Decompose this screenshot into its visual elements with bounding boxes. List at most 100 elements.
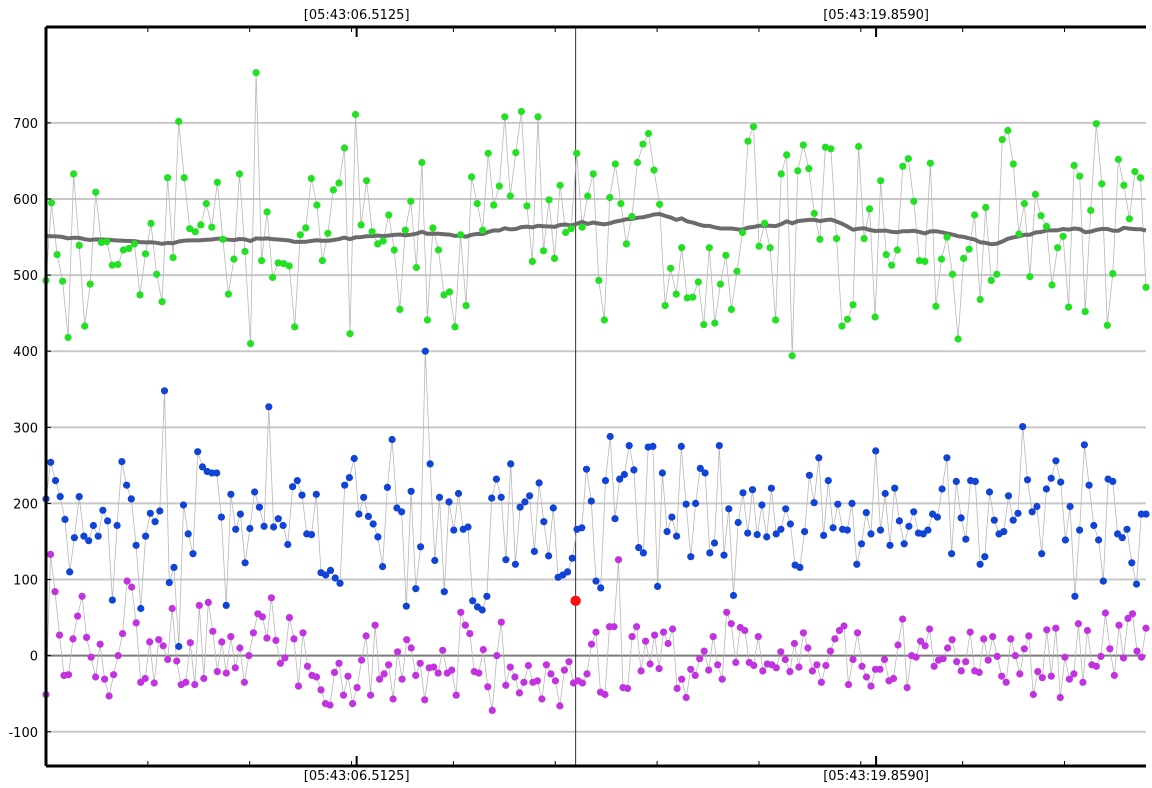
series-blue-point-50 — [279, 521, 287, 530]
series-blue-point-68 — [364, 512, 372, 521]
series-green-point-183 — [1054, 244, 1062, 252]
series-green-point-86 — [517, 107, 526, 116]
series-blue-point-98 — [507, 460, 515, 468]
series-purple-point-53 — [281, 654, 289, 662]
series-purple-point-133 — [642, 637, 650, 645]
series-purple-point-102 — [502, 681, 510, 689]
series-blue-point-138 — [696, 464, 704, 472]
series-green-point-71 — [434, 246, 443, 254]
series-green-point-159 — [921, 257, 929, 265]
series-green-point-25 — [180, 174, 188, 182]
series-purple-point-152 — [727, 620, 735, 628]
series-blue-point-104 — [535, 479, 543, 487]
series-blue-point-39 — [227, 490, 235, 498]
series-purple-point-97 — [479, 646, 487, 654]
series-purple-point-75 — [380, 670, 388, 678]
series-purple-point-19 — [128, 583, 136, 591]
series-green-point-13 — [114, 260, 122, 269]
series-blue-point-20 — [137, 604, 145, 613]
series-green-point-37 — [246, 340, 255, 348]
series-purple-point-196 — [926, 625, 934, 633]
series-green-point-60 — [374, 240, 382, 248]
series-green-point-55 — [346, 330, 354, 338]
series-blue-point-44 — [251, 488, 259, 496]
series-purple-point-171 — [813, 661, 821, 669]
series-green-point-75 — [457, 231, 465, 239]
series-green-point-125 — [733, 267, 741, 275]
series-green-point-130 — [761, 219, 769, 227]
series-blue-point-232 — [1142, 510, 1150, 518]
series-purple-point-164 — [781, 655, 789, 664]
series-green-point-165 — [954, 335, 962, 343]
series-green-point-106 — [628, 212, 636, 221]
series-green-point-154 — [893, 246, 901, 254]
series-blue-point-4 — [61, 515, 69, 524]
series-blue-point-186 — [924, 526, 932, 534]
series-blue-point-53 — [293, 477, 301, 485]
series-purple-point-86 — [430, 663, 438, 671]
series-blue-point-176 — [876, 526, 885, 534]
series-purple-point-104 — [511, 673, 519, 681]
series-green-point-10 — [97, 238, 105, 246]
series-purple-point-178 — [844, 681, 853, 689]
series-blue-point-38 — [222, 601, 230, 610]
series-purple-point-234 — [1097, 652, 1105, 661]
series-green-point-182 — [1048, 281, 1056, 289]
series-green-point-151 — [877, 177, 885, 185]
series-green-point-5 — [70, 170, 78, 178]
series-purple-point-61 — [317, 686, 325, 694]
series-purple-point-147 — [705, 666, 713, 674]
series-purple-point-202 — [953, 658, 961, 666]
series-green-point-29 — [202, 200, 210, 208]
series-green-point-110 — [650, 166, 658, 174]
series-green-point-81 — [490, 201, 498, 209]
series-blue-point-202 — [1000, 528, 1008, 536]
series-purple-point-162 — [772, 664, 780, 672]
series-purple-point-13 — [101, 675, 109, 683]
series-blue-point-57 — [312, 490, 320, 498]
series-green-point-68 — [418, 158, 426, 167]
axis-labels: -100 0 100 200 300 400 500 600 700 [05:43:06.5125… — [8, 8, 928, 784]
series-purple-point-177 — [840, 622, 848, 630]
series-green-point-82 — [495, 182, 503, 190]
series-purple-point-222 — [1043, 626, 1051, 634]
series-green-point-124 — [727, 305, 736, 313]
series-blue-point-79 — [417, 543, 425, 551]
series-purple-point-41 — [227, 633, 235, 641]
series-green-point-53 — [335, 179, 343, 187]
series-purple-point-31 — [182, 678, 190, 686]
series-green-point-134 — [783, 151, 791, 159]
series-purple-point-216 — [1016, 670, 1024, 678]
series-blue-point-173 — [862, 508, 870, 517]
series-green-point-155 — [899, 162, 907, 170]
series-green-point-198 — [1136, 174, 1145, 182]
series-green-point-44 — [285, 262, 293, 270]
series-blue-point-133 — [673, 532, 681, 540]
series-green-point-147 — [855, 142, 863, 151]
series-purple-point-153 — [732, 658, 740, 667]
series-blue-point-21 — [142, 532, 150, 540]
series-purple-point-72 — [367, 691, 375, 699]
series-purple-point-121 — [587, 640, 596, 648]
series-green-point-138 — [805, 165, 813, 173]
series-blue-point-118 — [601, 477, 610, 485]
series-purple-point-195 — [921, 642, 929, 650]
series-blue-point-106 — [545, 552, 553, 560]
series-purple-point-10 — [87, 653, 95, 661]
series-blue-point-153 — [767, 484, 776, 492]
series-blue-point-28 — [175, 642, 183, 651]
series-purple-point-120 — [583, 670, 591, 678]
series-blue-point-69 — [369, 520, 377, 528]
series-blue-point-49 — [274, 515, 282, 523]
series-green-point-57 — [357, 221, 365, 229]
series-blue-point-7 — [75, 493, 83, 501]
series-purple-point-144 — [691, 671, 699, 680]
series-purple-point-52 — [276, 659, 284, 667]
series-green-point-168 — [971, 211, 979, 219]
series-blue-point-223 — [1099, 577, 1107, 585]
series-green-point-179 — [1031, 190, 1039, 198]
series-green-point-139 — [810, 209, 818, 218]
series-blue-point-205 — [1014, 509, 1022, 517]
series-green-point-62 — [385, 211, 393, 219]
series-purple-point-146 — [700, 647, 708, 655]
